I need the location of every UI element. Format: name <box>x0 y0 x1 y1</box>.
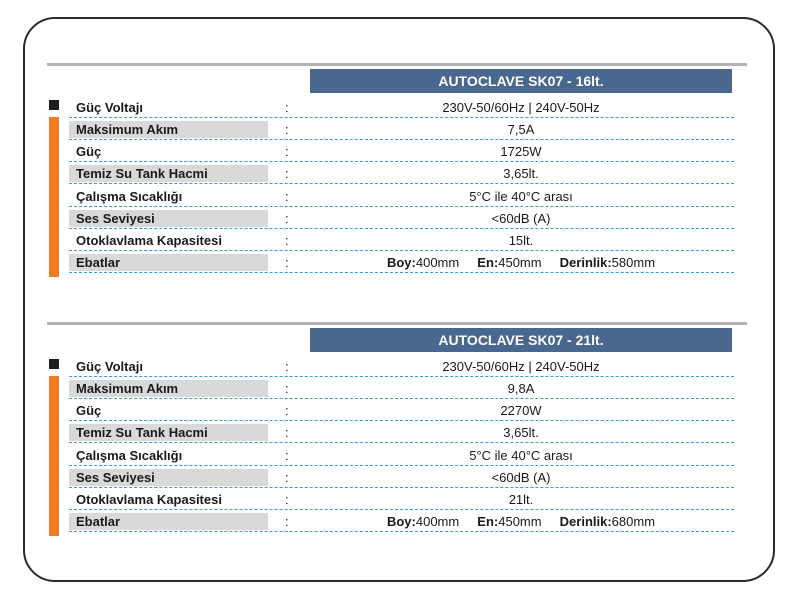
spec-row-voltage: Güç Voltajı : 230V-50/60Hz | 240V-50Hz <box>69 97 734 118</box>
spec-row-capacity: Otoklavlama Kapasitesi : 21lt. <box>69 489 734 510</box>
row-label: Çalışma Sıcaklığı <box>76 189 183 204</box>
bullet-square-icon <box>49 359 59 369</box>
row-value: 3,65lt. <box>503 166 539 181</box>
row-colon: : <box>285 233 289 248</box>
row-value: 21lt. <box>508 492 534 507</box>
spec-row-water-tank: Temiz Su Tank Hacmi : 3,65lt. <box>69 163 734 184</box>
en-value: 450mm <box>498 514 542 529</box>
spec-row-water-tank: Temiz Su Tank Hacmi : 3,65lt. <box>69 422 734 443</box>
boy-label: Boy: <box>386 255 416 270</box>
row-label: Güç Voltajı <box>76 100 143 115</box>
row-colon: : <box>285 144 289 159</box>
row-label: Ses Seviyesi <box>69 469 268 486</box>
row-colon: : <box>285 403 289 418</box>
row-label: Güç <box>76 144 102 159</box>
en-label: En: <box>477 255 499 270</box>
row-label: Maksimum Akım <box>69 380 268 397</box>
row-label: Otoklavlama Kapasitesi <box>76 233 222 248</box>
row-value: 5°C ile 40°C arası <box>469 448 573 463</box>
spec-row-max-current: Maksimum Akım : 9,8A <box>69 378 734 399</box>
spec-row-temperature: Çalışma Sıcaklığı : 5°C ile 40°C arası <box>69 186 734 207</box>
accent-bar <box>49 376 59 536</box>
spec-row-power: Güç : 2270W <box>69 400 734 421</box>
spec-row-temperature: Çalışma Sıcaklığı : 5°C ile 40°C arası <box>69 445 734 466</box>
row-label: Ses Seviyesi <box>69 210 268 227</box>
spec-row-dimensions: Ebatlar : Boy:400mm En:450mm Derinlik:68… <box>69 511 734 532</box>
spec-row-dimensions: Ebatlar : Boy:400mm En:450mm Derinlik:58… <box>69 252 734 273</box>
row-label: Maksimum Akım <box>69 121 268 138</box>
row-colon: : <box>285 359 289 374</box>
bullet-square-icon <box>49 100 59 110</box>
row-label: Ebatlar <box>69 254 268 271</box>
row-colon: : <box>285 470 289 485</box>
card-frame <box>23 17 775 582</box>
boy-label: Boy: <box>386 514 416 529</box>
row-label: Güç Voltajı <box>76 359 143 374</box>
row-colon: : <box>285 425 289 440</box>
row-colon: : <box>285 448 289 463</box>
row-colon: : <box>285 166 289 181</box>
row-value: Boy:400mm En:450mm Derinlik:580mm <box>310 254 732 271</box>
spec-row-power: Güç : 1725W <box>69 141 734 162</box>
top-divider <box>47 322 747 325</box>
table-title: AUTOCLAVE SK07 - 16lt. <box>310 69 732 93</box>
row-colon: : <box>285 492 289 507</box>
derinlik-label: Derinlik: <box>559 514 612 529</box>
spec-table-16lt: AUTOCLAVE SK07 - 16lt. Güç Voltajı : 230… <box>47 63 749 285</box>
spec-row-noise: Ses Seviyesi : <60dB (A) <box>69 467 734 488</box>
derinlik-label: Derinlik: <box>559 255 612 270</box>
top-divider <box>47 63 747 66</box>
boy-value: 400mm <box>415 255 460 270</box>
spec-row-noise: Ses Seviyesi : <60dB (A) <box>69 208 734 229</box>
row-value: 3,65lt. <box>503 425 539 440</box>
en-label: En: <box>477 514 499 529</box>
row-colon: : <box>285 211 289 226</box>
row-label: Temiz Su Tank Hacmi <box>69 165 268 182</box>
row-value: <60dB (A) <box>491 470 551 485</box>
en-value: 450mm <box>498 255 542 270</box>
row-colon: : <box>285 189 289 204</box>
row-label: Ebatlar <box>69 513 268 530</box>
row-value: 2270W <box>500 403 542 418</box>
table-title: AUTOCLAVE SK07 - 21lt. <box>310 328 732 352</box>
row-value: 7,5A <box>507 122 535 137</box>
row-colon: : <box>285 122 289 137</box>
derinlik-value: 580mm <box>611 255 656 270</box>
row-colon: : <box>285 381 289 396</box>
row-value: Boy:400mm En:450mm Derinlik:680mm <box>310 513 732 530</box>
row-value: 15lt. <box>508 233 534 248</box>
row-value: 5°C ile 40°C arası <box>469 189 573 204</box>
row-colon: : <box>285 100 289 115</box>
row-value: 230V-50/60Hz | 240V-50Hz <box>442 100 600 115</box>
spec-row-voltage: Güç Voltajı : 230V-50/60Hz | 240V-50Hz <box>69 356 734 377</box>
spec-row-max-current: Maksimum Akım : 7,5A <box>69 119 734 140</box>
derinlik-value: 680mm <box>611 514 656 529</box>
row-colon: : <box>285 255 289 270</box>
accent-bar <box>49 117 59 277</box>
row-label: Otoklavlama Kapasitesi <box>76 492 222 507</box>
row-label: Çalışma Sıcaklığı <box>76 448 183 463</box>
row-label: Temiz Su Tank Hacmi <box>69 424 268 441</box>
row-value: 1725W <box>500 144 542 159</box>
boy-value: 400mm <box>415 514 460 529</box>
row-value: <60dB (A) <box>491 211 551 226</box>
row-value: 9,8A <box>507 381 535 396</box>
row-value: 230V-50/60Hz | 240V-50Hz <box>442 359 600 374</box>
row-label: Güç <box>76 403 102 418</box>
spec-table-21lt: AUTOCLAVE SK07 - 21lt. Güç Voltajı : 230… <box>47 322 749 544</box>
row-colon: : <box>285 514 289 529</box>
spec-row-capacity: Otoklavlama Kapasitesi : 15lt. <box>69 230 734 251</box>
